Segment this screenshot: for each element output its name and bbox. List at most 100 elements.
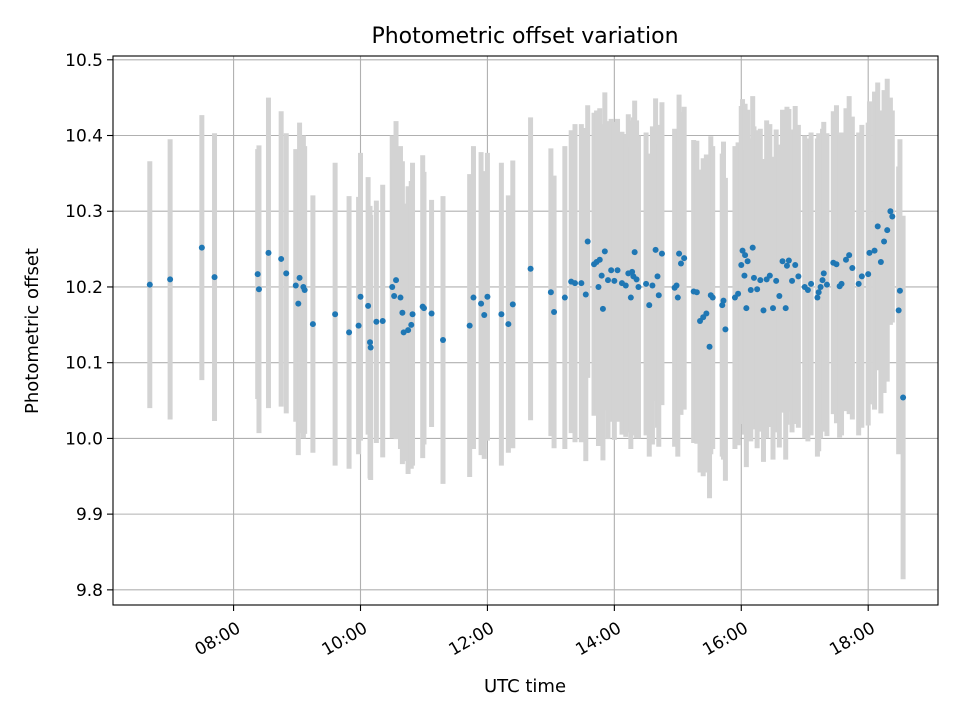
- data-point: [677, 260, 684, 267]
- data-point: [654, 273, 661, 280]
- x-tick-label: 16:00: [699, 618, 751, 660]
- data-point: [283, 270, 290, 277]
- x-tick-label: 12:00: [445, 618, 497, 660]
- data-point: [823, 281, 830, 288]
- data-point: [391, 293, 398, 300]
- data-point: [866, 249, 873, 256]
- data-point: [814, 294, 821, 301]
- data-point: [676, 250, 683, 257]
- data-point: [783, 262, 790, 269]
- data-point: [367, 344, 374, 351]
- data-point: [481, 311, 488, 318]
- chart-title: Photometric offset variation: [371, 24, 678, 49]
- data-point: [255, 286, 262, 293]
- data-point: [895, 307, 902, 314]
- data-point: [833, 261, 840, 268]
- y-tick-label: 10.5: [65, 51, 103, 71]
- data-point: [596, 256, 603, 263]
- data-point: [278, 255, 285, 262]
- data-point: [400, 329, 407, 336]
- data-point: [858, 273, 865, 280]
- data-point: [820, 270, 827, 277]
- data-point: [754, 286, 761, 293]
- y-tick-label: 10.0: [65, 429, 103, 449]
- data-point: [738, 261, 745, 268]
- data-point: [749, 244, 756, 251]
- data-point: [440, 336, 446, 343]
- data-point: [649, 282, 656, 289]
- y-tick-label: 10.1: [65, 354, 103, 374]
- data-point: [722, 326, 729, 333]
- grid: [113, 56, 938, 605]
- error-bars: [147, 78, 906, 580]
- x-axis-ticks: 08:00 10:00 12:00 14:00 16:00 18:00: [192, 605, 879, 660]
- data-point: [735, 290, 742, 297]
- data-point: [146, 281, 153, 288]
- x-tick-label: 18:00: [826, 618, 878, 660]
- data-point: [484, 293, 491, 300]
- data-point: [509, 301, 516, 308]
- data-point: [397, 294, 404, 301]
- data-point: [815, 289, 822, 296]
- data-point: [889, 213, 896, 220]
- data-point: [739, 247, 746, 254]
- data-point: [608, 267, 615, 274]
- data-point: [332, 311, 339, 318]
- data-point: [817, 283, 824, 290]
- data-point: [776, 293, 783, 300]
- data-points: [146, 208, 907, 401]
- data-point: [744, 258, 751, 265]
- data-point: [782, 305, 789, 312]
- data-point: [795, 273, 802, 280]
- data-point: [622, 282, 629, 289]
- data-point: [742, 252, 749, 259]
- data-point: [198, 244, 205, 251]
- y-axis-ticks: 9.8 9.9 10.0 10.1 10.2 10.3 10.4 10.5: [65, 51, 113, 601]
- data-point: [877, 258, 884, 265]
- data-point: [792, 261, 799, 268]
- data-point: [346, 329, 353, 336]
- data-point: [743, 305, 750, 312]
- data-point: [167, 276, 174, 283]
- data-point: [393, 277, 400, 284]
- x-axis-label: UTC time: [484, 676, 566, 697]
- data-point: [614, 267, 621, 274]
- data-point: [846, 252, 853, 259]
- data-point: [693, 289, 700, 296]
- data-point: [367, 339, 374, 346]
- data-point: [849, 265, 856, 272]
- data-point: [747, 286, 754, 293]
- data-point: [470, 294, 477, 301]
- y-axis-label: Photometric offset: [22, 248, 43, 414]
- data-point: [428, 310, 435, 317]
- data-point: [561, 294, 568, 301]
- data-point: [408, 321, 415, 328]
- data-point: [301, 286, 308, 293]
- data-point: [584, 238, 591, 245]
- data-point: [838, 280, 845, 287]
- data-point: [635, 283, 642, 290]
- data-point: [674, 294, 681, 301]
- data-point: [527, 265, 534, 272]
- data-point: [466, 322, 473, 329]
- data-point: [551, 308, 558, 315]
- data-point: [365, 302, 372, 309]
- data-point: [658, 250, 665, 257]
- data-point: [599, 305, 606, 312]
- data-point: [409, 311, 416, 318]
- data-point: [309, 321, 316, 328]
- data-point: [296, 274, 303, 281]
- data-point: [254, 271, 261, 278]
- data-point: [655, 292, 662, 299]
- data-point: [629, 268, 636, 275]
- plot-frame: [112, 55, 939, 606]
- y-tick-label: 9.8: [76, 581, 103, 601]
- data-point: [760, 307, 767, 314]
- data-point: [719, 302, 726, 309]
- x-tick-label: 08:00: [192, 618, 244, 660]
- data-point: [582, 291, 589, 298]
- y-tick-label: 9.9: [76, 505, 103, 525]
- data-point: [578, 280, 585, 287]
- data-point: [292, 282, 299, 289]
